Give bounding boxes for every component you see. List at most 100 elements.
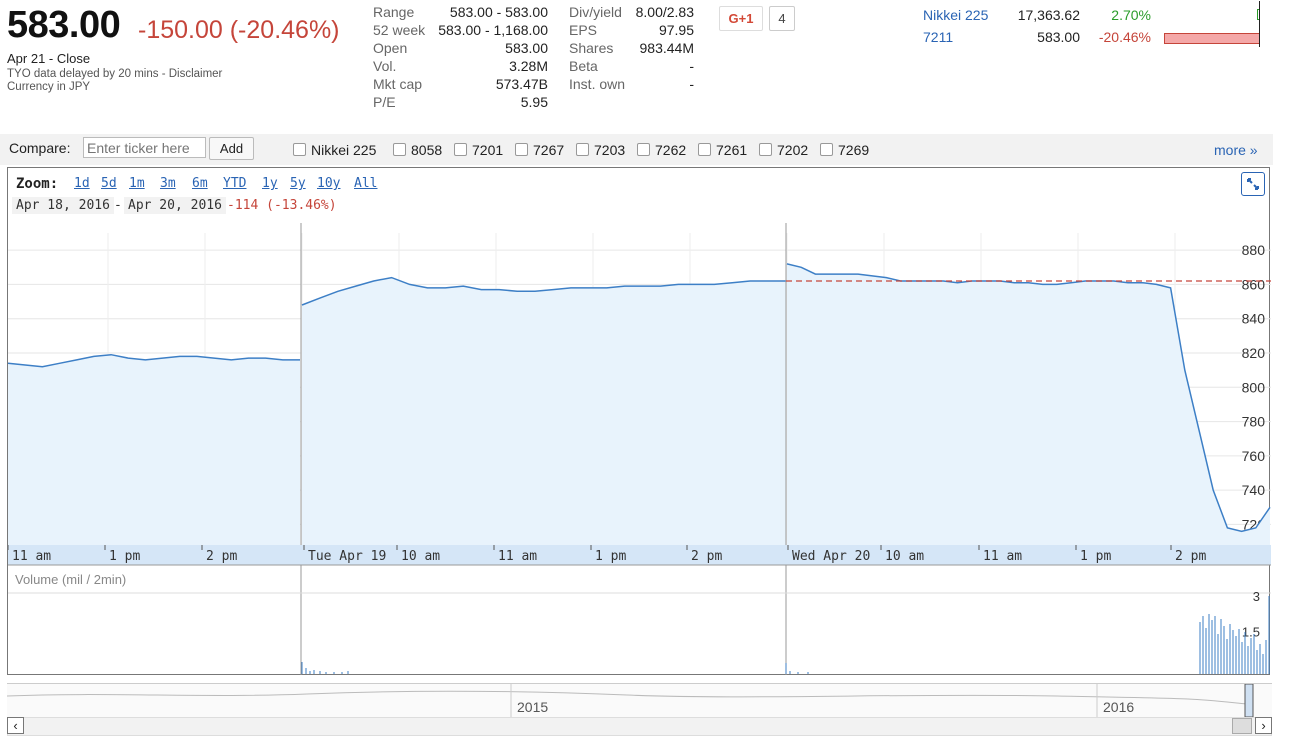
market-summary: Nikkei 225 17,363.62 2.70% 7211 583.00 -20.46… <box>923 1 1268 47</box>
compare-ticker-checkbox[interactable]: 7262 <box>637 142 686 158</box>
stats-column-2: Div/yield 8.00/2.83 EPS 97.95 Shares 983.44M B… <box>569 4 694 94</box>
checkbox[interactable] <box>515 143 528 156</box>
y-tick-label: 780 <box>1242 414 1266 430</box>
zoom-option-1y[interactable]: 1y <box>262 176 278 191</box>
compare-ticker-checkbox[interactable]: 7261 <box>698 142 747 158</box>
checkbox[interactable] <box>820 143 833 156</box>
x-tick-label: 2 pm <box>691 549 722 564</box>
x-tick-label: 2 pm <box>1175 549 1206 564</box>
market-value: 17,363.62 <box>1017 7 1080 23</box>
compare-ticker-label: 7202 <box>777 142 809 158</box>
expand-icon <box>1247 178 1259 190</box>
stat-value: 573.47B <box>495 76 548 92</box>
stat-value: 983.44M <box>639 40 694 56</box>
stat-label: Div/yield <box>569 4 622 20</box>
stat-value: - <box>689 76 694 92</box>
market-name[interactable]: 7211 <box>923 29 954 45</box>
stat-value: 583.00 <box>505 40 548 56</box>
x-tick-label: 1 pm <box>1080 549 1111 564</box>
zoom-option-10y[interactable]: 10y <box>317 176 341 191</box>
compare-ticker-checkbox[interactable]: 7202 <box>759 142 808 158</box>
price-line-apr-18 <box>8 353 300 368</box>
stat-row: Shares 983.44M <box>569 40 694 58</box>
compare-ticker-checkbox[interactable]: 7201 <box>454 142 503 158</box>
stat-row: Inst. own - <box>569 76 694 94</box>
to-date[interactable]: Apr 20, 2016 <box>124 197 226 214</box>
market-change: 2.70% <box>1111 7 1151 23</box>
market-name[interactable]: Nikkei 225 <box>923 7 989 23</box>
checkbox[interactable] <box>293 143 306 156</box>
range-navigator[interactable] <box>6 683 1272 718</box>
zoom-option-3m[interactable]: 3m <box>160 176 176 191</box>
y-tick-label: 800 <box>1242 379 1266 395</box>
compare-ticker-checkbox[interactable]: 7269 <box>820 142 869 158</box>
checkbox[interactable] <box>759 143 772 156</box>
scroll-thumb[interactable] <box>1232 718 1252 734</box>
checkbox[interactable] <box>576 143 589 156</box>
x-tick-label: 10 am <box>885 549 924 564</box>
close-label: Apr 21 - Close <box>7 51 91 66</box>
delay-disclaimer[interactable]: TYO data delayed by 20 mins - Disclaimer <box>7 68 223 80</box>
nav-year-2016: 2016 <box>1103 699 1135 715</box>
x-tick-label: 1 pm <box>595 549 626 564</box>
stat-row: Open 583.00 <box>373 40 548 58</box>
compare-ticker-checkbox[interactable]: 7203 <box>576 142 625 158</box>
stat-row: 52 week 583.00 - 1,168.00 <box>373 22 548 40</box>
stat-row: Div/yield 8.00/2.83 <box>569 4 694 22</box>
from-date[interactable]: Apr 18, 2016 <box>12 197 114 214</box>
compare-ticker-label: 7261 <box>716 142 748 158</box>
chevron-right-icon: › <box>1261 718 1266 733</box>
volume-tick-label: 1.5 <box>1242 625 1260 640</box>
stat-value: 583.00 - 583.00 <box>449 4 548 20</box>
checkbox[interactable] <box>637 143 650 156</box>
currency-note: Currency in JPY <box>7 81 91 93</box>
google-plus-button[interactable]: G+1 <box>719 6 763 31</box>
y-tick-label: 760 <box>1242 448 1266 464</box>
stat-label: P/E <box>373 94 396 110</box>
stat-value: 5.95 <box>520 94 548 110</box>
stat-label: EPS <box>569 22 598 38</box>
stat-row: P/E 5.95 <box>373 94 548 112</box>
plus-count: 4 <box>769 6 795 31</box>
stat-value: 3.28M <box>509 58 548 74</box>
compare-ticker-label: 7269 <box>838 142 870 158</box>
zoom-option-1m[interactable]: 1m <box>129 176 145 191</box>
compare-ticker-checkbox[interactable]: 8058 <box>393 142 442 158</box>
volume-tick-label: 3 <box>1253 589 1260 604</box>
price-line-apr-19 <box>301 276 786 306</box>
add-compare-button[interactable]: Add <box>209 137 254 160</box>
zoom-option-5d[interactable]: 5d <box>101 176 117 191</box>
compare-ticker-label: 7267 <box>533 142 565 158</box>
compare-ticker-input[interactable] <box>83 137 206 158</box>
zoom-option-ytd[interactable]: YTD <box>223 176 247 191</box>
scroll-left-button[interactable]: ‹ <box>7 717 24 734</box>
compare-ticker-checkbox[interactable]: 7267 <box>515 142 564 158</box>
zoom-option-all[interactable]: All <box>354 176 378 191</box>
checkbox[interactable] <box>393 143 406 156</box>
stat-row: EPS 97.95 <box>569 22 694 40</box>
navigator-scrollbar[interactable] <box>7 717 1272 736</box>
compare-ticker-checkbox[interactable]: Nikkei 225 <box>293 142 376 158</box>
x-tick-label: 11 am <box>498 549 537 564</box>
more-link[interactable]: more » <box>1214 142 1258 158</box>
price-area-apr-20 <box>787 263 1270 545</box>
x-tick-label: 2 pm <box>206 549 237 564</box>
zoom-option-5y[interactable]: 5y <box>290 176 306 191</box>
market-row[interactable]: 7211 583.00 -20.46% <box>923 29 1268 51</box>
x-axis-band <box>8 545 1271 565</box>
x-tick-label: 11 am <box>983 549 1022 564</box>
market-row[interactable]: Nikkei 225 17,363.62 2.70% <box>923 7 1268 29</box>
checkbox[interactable] <box>698 143 711 156</box>
zoom-option-1d[interactable]: 1d <box>74 176 90 191</box>
zoom-option-6m[interactable]: 6m <box>192 176 208 191</box>
x-tick-label: 11 am <box>12 549 51 564</box>
checkbox[interactable] <box>454 143 467 156</box>
stat-row: Range 583.00 - 583.00 <box>373 4 548 22</box>
expand-chart-button[interactable] <box>1241 172 1265 196</box>
stat-label: Beta <box>569 58 598 74</box>
scroll-right-button[interactable]: › <box>1255 717 1272 734</box>
y-tick-label: 860 <box>1242 276 1266 292</box>
compare-label: Compare: <box>9 140 71 156</box>
compare-ticker-label: 7203 <box>594 142 626 158</box>
